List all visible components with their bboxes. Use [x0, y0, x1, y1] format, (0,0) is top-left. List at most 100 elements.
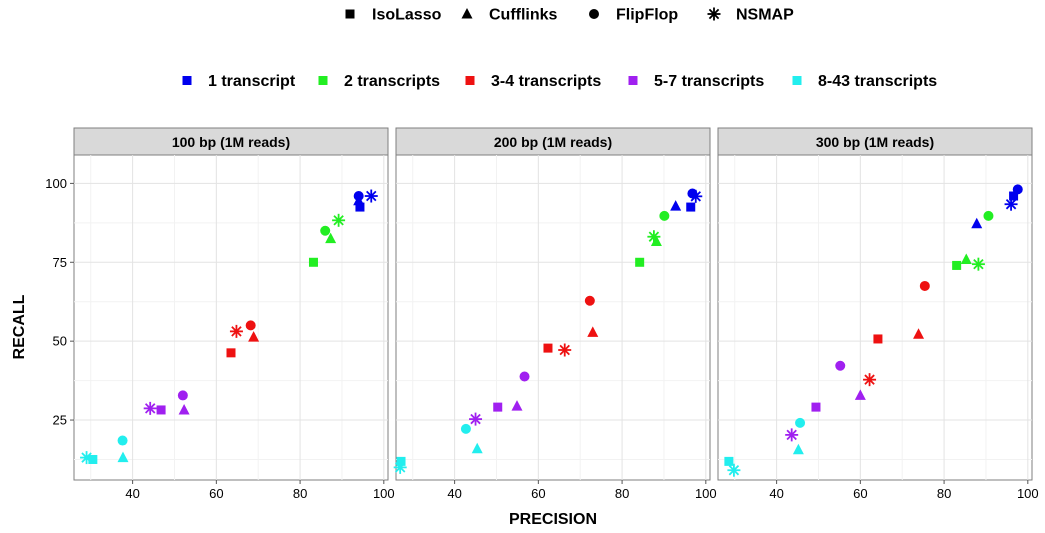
data-point	[785, 428, 799, 442]
data-point	[971, 257, 985, 271]
data-point	[229, 324, 243, 338]
shape-legend-key-asterisk	[707, 7, 721, 21]
shape-legend: IsoLasso Cufflinks FlipFlop NSMAP	[345, 7, 794, 24]
y-tick-label: 50	[53, 334, 67, 349]
color-legend: 1 transcript 2 transcripts 3-4 transcripts…	[182, 73, 937, 90]
x-tick-label: 60	[209, 486, 223, 501]
plot-area	[395, 154, 711, 481]
data-point	[320, 225, 331, 236]
data-point	[88, 454, 98, 464]
x-tick-label: 100	[373, 486, 395, 501]
y-axis-title: RECALL	[11, 294, 28, 359]
x-tick-label: 80	[937, 486, 951, 501]
panel-title: 100 bp (1M reads)	[172, 134, 290, 150]
color-legend-swatch	[465, 76, 475, 85]
data-point	[308, 257, 318, 267]
data-point	[460, 423, 471, 434]
data-point	[543, 343, 553, 353]
y-tick-label: 75	[53, 255, 67, 270]
data-point	[635, 257, 645, 267]
plot-area	[73, 154, 389, 481]
x-tick-label: 80	[615, 486, 629, 501]
data-point	[117, 435, 128, 446]
data-point	[913, 328, 925, 339]
color-legend-label: 3-4 transcripts	[491, 73, 601, 90]
data-point	[226, 348, 236, 358]
panel-strip	[717, 127, 1033, 156]
plot-area	[717, 154, 1033, 481]
data-point	[727, 463, 741, 477]
color-legend-label: 5-7 transcripts	[654, 73, 764, 90]
panel-strip	[73, 127, 389, 156]
data-point	[587, 326, 599, 337]
panel-title: 300 bp (1M reads)	[816, 134, 934, 150]
data-point	[919, 280, 930, 291]
panel-2: 200 bp (1M reads) 40 60 80 100	[393, 127, 717, 501]
data-point	[364, 189, 378, 203]
color-legend-label: 8-43 transcripts	[818, 73, 937, 90]
x-tick-label: 60	[531, 486, 545, 501]
data-point	[177, 390, 188, 401]
data-point	[971, 217, 983, 229]
data-point	[519, 371, 530, 382]
data-point	[245, 320, 256, 331]
panel-strip	[395, 127, 711, 156]
data-point	[952, 260, 962, 270]
data-point	[325, 232, 337, 244]
shape-legend-key-triangle	[461, 8, 473, 19]
data-point	[835, 360, 846, 371]
x-axis-title: PRECISION	[509, 511, 597, 528]
data-point	[80, 451, 94, 465]
color-legend-swatch	[318, 76, 328, 85]
x-tick-label: 40	[769, 486, 783, 501]
color-legend-swatch	[628, 76, 638, 85]
data-point	[493, 402, 503, 412]
data-point	[332, 213, 346, 227]
panel-title: 200 bp (1M reads)	[494, 134, 612, 150]
shape-legend-label: Cufflinks	[489, 7, 558, 24]
x-tick-label: 40	[125, 486, 139, 501]
data-point	[117, 451, 129, 463]
data-point	[511, 400, 523, 411]
data-point	[647, 230, 661, 244]
data-point	[156, 405, 166, 415]
data-point	[724, 456, 734, 466]
x-tick-label: 100	[1017, 486, 1039, 501]
panel-1: 100 bp (1M reads) 40 60 80 100 25 50 75 100	[45, 127, 395, 501]
data-point	[248, 331, 260, 342]
data-point	[659, 210, 670, 221]
x-tick-label: 60	[853, 486, 867, 501]
data-point	[873, 334, 883, 344]
data-point	[670, 200, 682, 211]
color-legend-swatch	[182, 76, 192, 85]
color-legend-swatch	[792, 76, 802, 85]
y-tick-label: 25	[53, 413, 67, 428]
data-point	[143, 401, 157, 415]
data-point	[960, 253, 972, 264]
data-point	[983, 210, 994, 221]
shape-legend-key-circle	[589, 9, 599, 19]
facet-panels: 100 bp (1M reads) 40 60 80 100 25 50 75 100 200 b…	[45, 127, 1039, 501]
data-point	[1009, 191, 1019, 201]
x-tick-label: 40	[447, 486, 461, 501]
shape-legend-key-square	[345, 9, 355, 19]
shape-legend-label: IsoLasso	[372, 7, 442, 24]
data-point	[353, 191, 364, 202]
y-tick-label: 100	[45, 176, 67, 191]
data-point	[854, 389, 866, 400]
shape-legend-label: FlipFlop	[616, 7, 678, 24]
data-point	[863, 373, 877, 387]
data-point	[469, 412, 483, 426]
color-legend-label: 2 transcripts	[344, 73, 440, 90]
shape-legend-label: NSMAP	[736, 7, 794, 24]
data-point	[355, 202, 365, 212]
data-point	[1012, 184, 1023, 195]
data-point	[795, 417, 806, 428]
data-point	[1004, 197, 1018, 211]
data-point	[811, 402, 821, 412]
data-point	[584, 295, 595, 306]
data-point	[471, 442, 483, 454]
x-tick-label: 80	[293, 486, 307, 501]
data-point	[178, 403, 190, 415]
